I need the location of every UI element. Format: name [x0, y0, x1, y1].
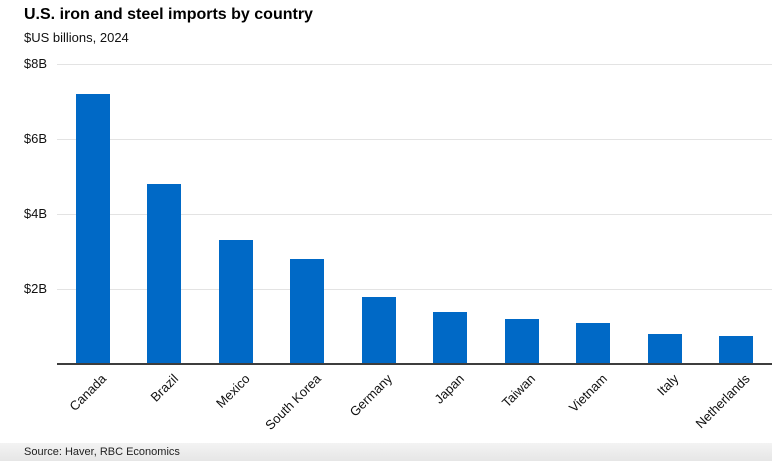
chart-title: U.S. iron and steel imports by country	[24, 6, 313, 23]
x-axis-tick-label: Japan	[431, 371, 467, 407]
bar-germany	[361, 296, 396, 364]
bar-taiwan	[504, 319, 539, 364]
bar-italy	[647, 334, 682, 364]
source-bar: Source: Haver, RBC Economics	[0, 443, 772, 461]
x-axis-tick-label: Germany	[346, 371, 396, 420]
x-axis-tick-label: Taiwan	[499, 371, 539, 411]
gridline	[57, 63, 772, 65]
x-axis-tick-label: Italy	[653, 371, 682, 399]
x-axis-tick-label: Canada	[66, 371, 110, 414]
bar-mexico	[218, 240, 253, 364]
x-axis-tick-label: Brazil	[147, 371, 181, 405]
gridline	[57, 213, 772, 215]
gridline	[57, 288, 772, 290]
x-axis-line	[57, 363, 772, 365]
y-axis-tick-label: $8B	[23, 56, 47, 71]
chart-subtitle: $US billions, 2024	[24, 30, 129, 45]
y-axis-tick-label: $4B	[23, 206, 47, 221]
x-axis-tick-label: Vietnam	[565, 371, 610, 416]
y-axis-tick-label: $6B	[23, 131, 47, 146]
bar-vietnam	[576, 322, 611, 364]
bar-japan	[433, 311, 468, 364]
source-text: Source: Haver, RBC Economics	[24, 446, 180, 458]
x-axis-tick-label: South Korea	[262, 371, 324, 433]
bar-netherlands	[719, 335, 754, 364]
gridline	[57, 138, 772, 140]
bar-brazil	[147, 184, 182, 364]
bar-canada	[75, 94, 110, 364]
bar-south-korea	[290, 259, 325, 364]
x-axis-tick-label: Mexico	[212, 371, 253, 411]
y-axis-tick-label: $2B	[23, 281, 47, 296]
x-axis-tick-label: Netherlands	[692, 371, 753, 432]
